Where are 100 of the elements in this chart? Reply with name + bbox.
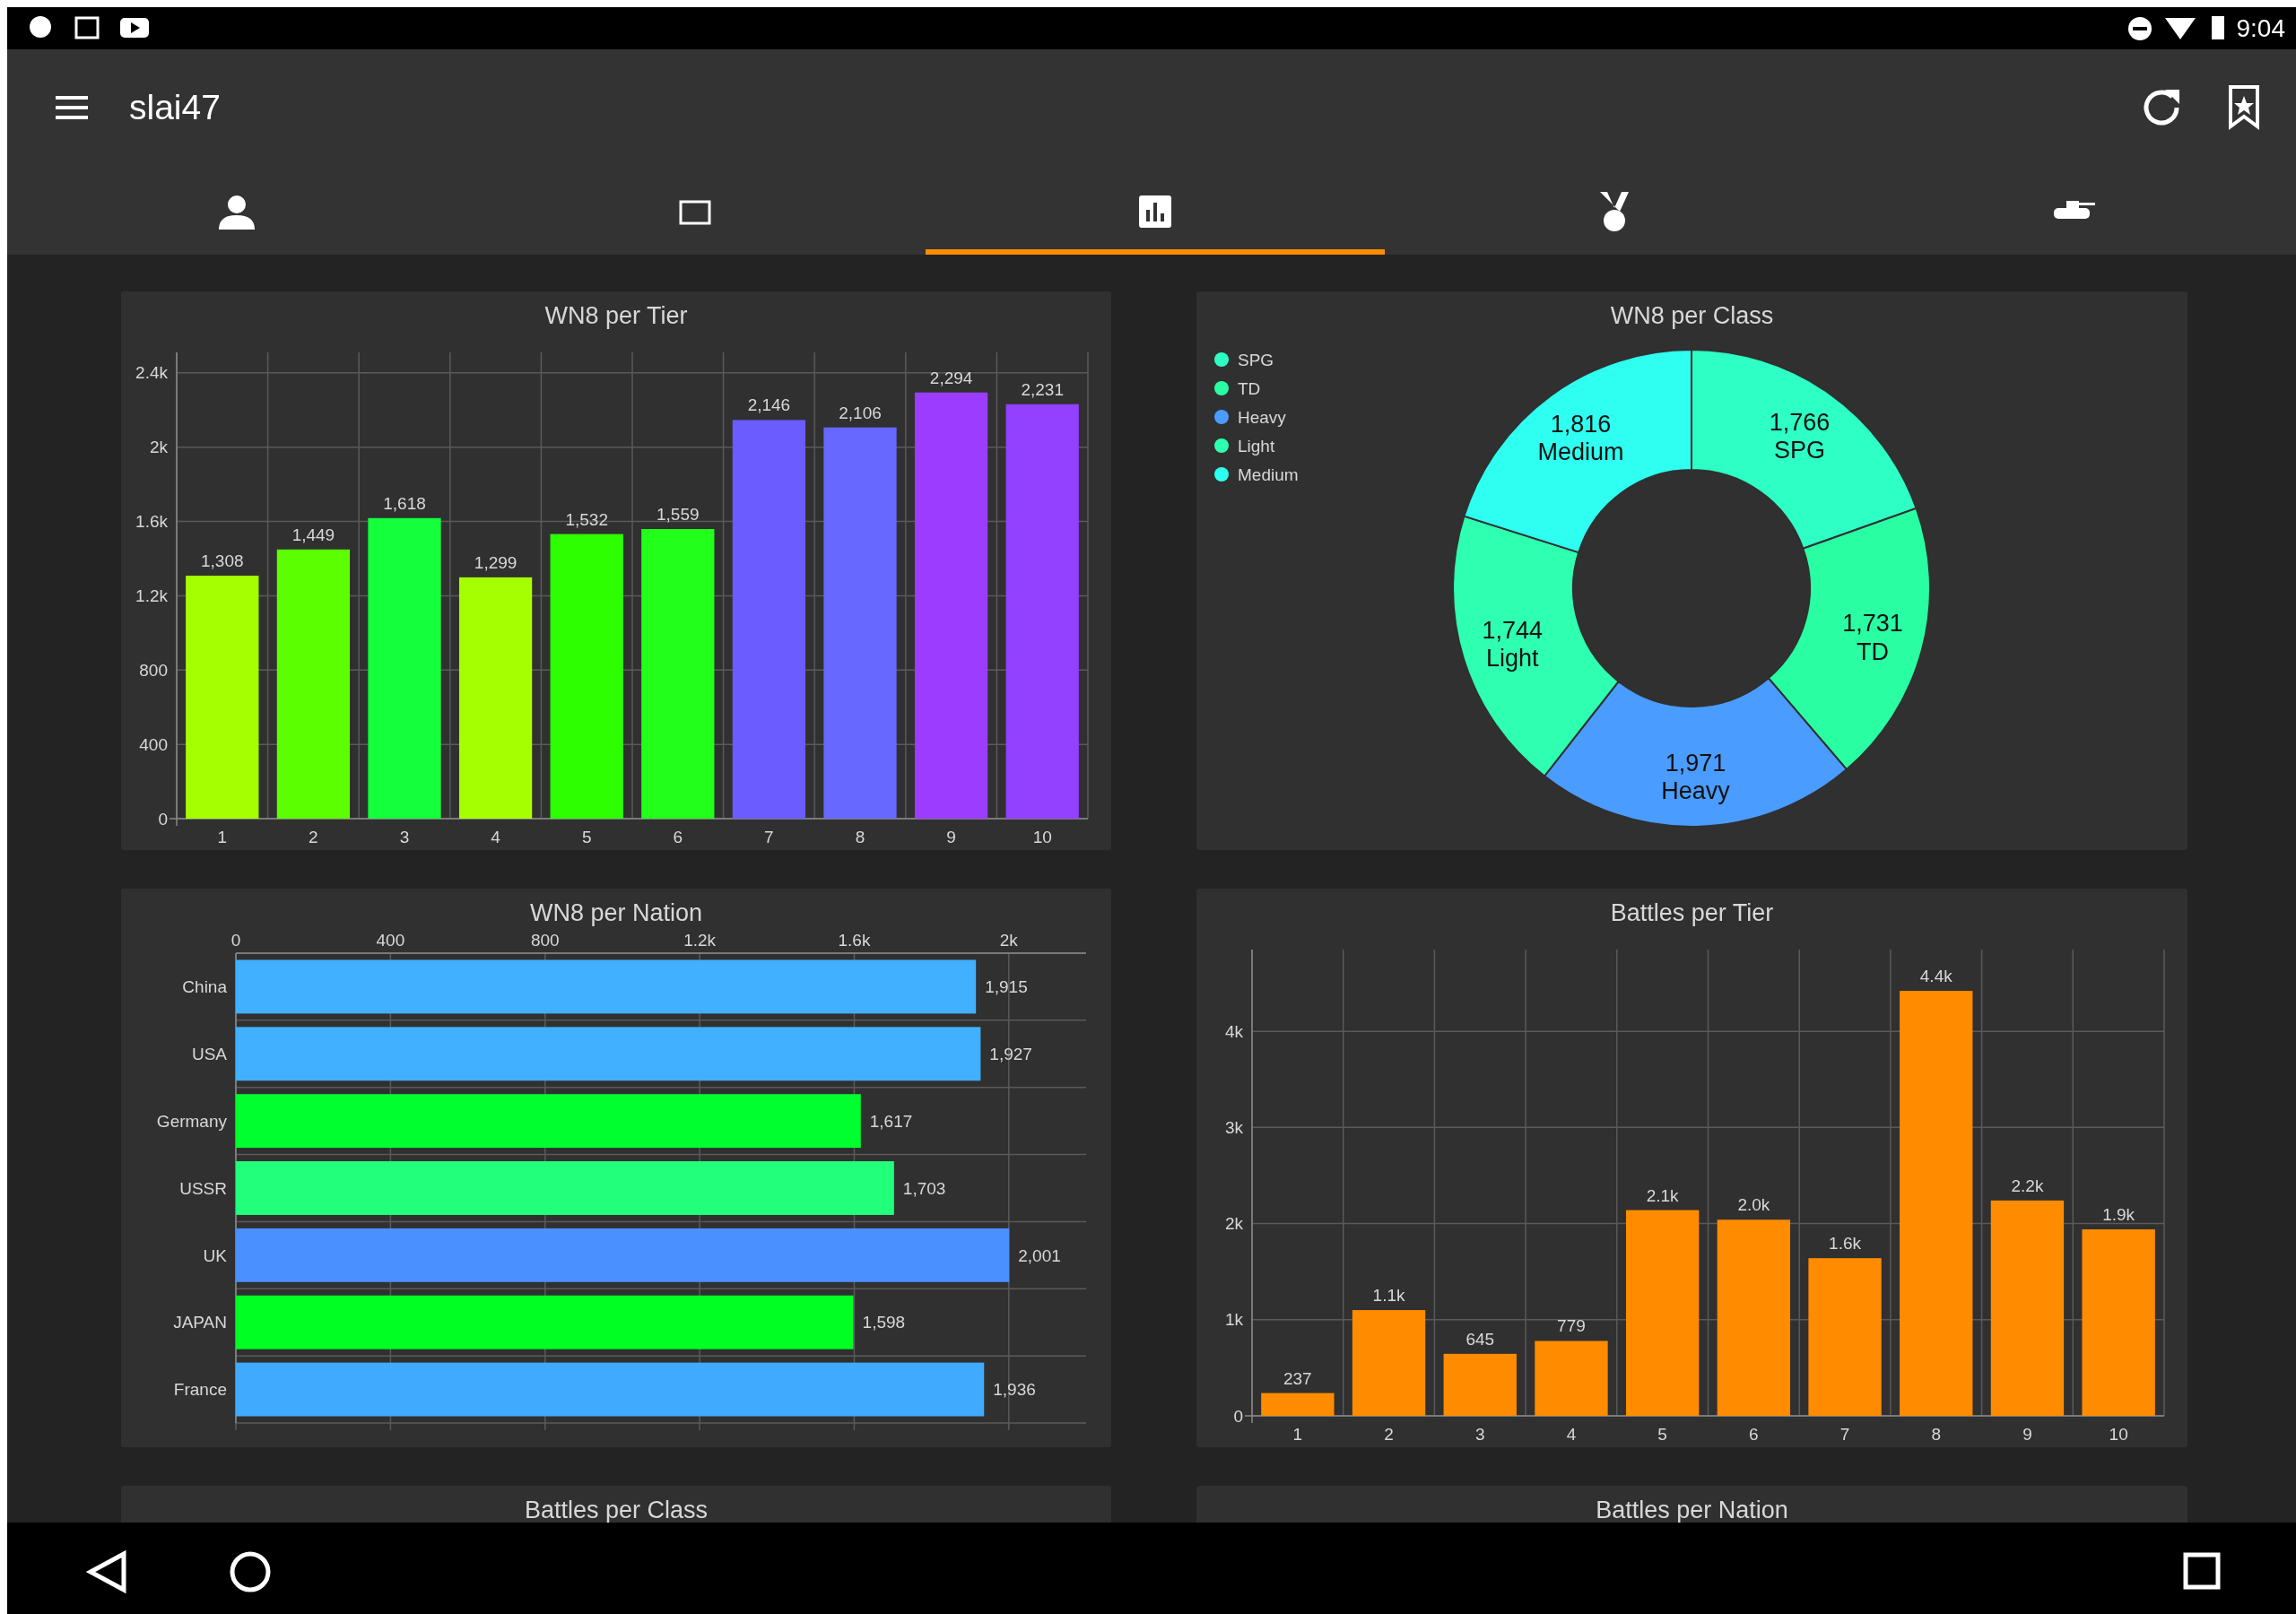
data-label: 779 — [1557, 1316, 1586, 1336]
text: Battles per Class — [524, 1497, 709, 1523]
slice-label: Medium — [1537, 438, 1624, 466]
bar — [2082, 1229, 2155, 1416]
data-label: 1,703 — [902, 1178, 946, 1198]
y-tick-label: 2k — [149, 438, 169, 457]
y-tick-label: 1k — [1224, 1310, 1244, 1330]
chart-title: WN8 per Class — [1610, 302, 1774, 329]
x-tick-label: 400 — [376, 931, 405, 950]
data-label: 1,927 — [989, 1044, 1032, 1063]
bar — [1808, 1258, 1882, 1416]
y-tick-label: 4k — [1224, 1021, 1244, 1041]
legend-label: TD — [1238, 378, 1261, 398]
data-label: 2,106 — [839, 403, 882, 422]
y-tick-label: UK — [203, 1245, 228, 1265]
data-label: 2.0k — [1737, 1195, 1770, 1215]
x-tick-label: 800 — [530, 931, 560, 950]
data-label: 1,766 — [1769, 408, 1831, 436]
data-label: 1,731 — [1842, 610, 1903, 638]
bar — [236, 1228, 1010, 1282]
bar — [236, 1027, 981, 1081]
data-label: 645 — [1465, 1329, 1495, 1349]
data-label: 2,294 — [929, 368, 973, 387]
y-tick-label: JAPAN — [173, 1313, 227, 1332]
bar — [368, 517, 441, 819]
y-tick-label: USSR — [179, 1178, 227, 1198]
x-tick-label: 1.6k — [838, 931, 871, 950]
x-tick-label: 6 — [1749, 1425, 1759, 1444]
data-label: 1,971 — [1665, 749, 1726, 777]
y-tick-label: Germany — [156, 1111, 228, 1131]
bar — [550, 534, 623, 819]
x-tick-label: 7 — [1839, 1425, 1850, 1444]
bar — [1261, 1393, 1335, 1416]
x-tick-label: 10 — [1032, 828, 1052, 846]
bar — [1990, 1200, 2065, 1416]
bar — [1352, 1310, 1426, 1416]
y-tick-label: 1.6k — [135, 512, 169, 532]
bar — [236, 1362, 985, 1417]
data-label: 1.1k — [1372, 1286, 1405, 1306]
y-tick-label: China — [182, 977, 228, 997]
data-label: 237 — [1283, 1368, 1312, 1388]
y-tick-label: 400 — [139, 734, 168, 754]
data-label: 1,532 — [565, 509, 608, 529]
x-tick-label: 4 — [1566, 1425, 1577, 1444]
bar — [276, 549, 351, 819]
x-tick-label: 9 — [2022, 1425, 2032, 1444]
bar — [236, 1295, 854, 1349]
data-label: 1,816 — [1550, 410, 1612, 438]
y-tick-label: France — [173, 1380, 227, 1400]
slice-label: Heavy — [1661, 777, 1731, 804]
x-tick-label: 0 — [230, 931, 241, 950]
slice-label: SPG — [1773, 436, 1826, 464]
bar — [458, 577, 533, 819]
x-tick-label: 10 — [2109, 1425, 2128, 1444]
data-label: 4.4k — [1919, 967, 1953, 986]
bar — [1443, 1353, 1517, 1416]
y-tick-label: 2k — [1224, 1214, 1244, 1234]
data-label: 1,308 — [201, 551, 244, 571]
data-label: 2,146 — [747, 395, 791, 415]
bar — [914, 392, 988, 819]
x-tick-label: 4 — [491, 828, 501, 846]
y-tick-label: 0 — [158, 809, 168, 829]
x-tick-label: 2k — [999, 931, 1019, 950]
x-tick-label: 1 — [217, 828, 228, 846]
x-tick-label: 2 — [1384, 1425, 1394, 1444]
bar — [236, 1094, 861, 1149]
x-tick-label: 5 — [581, 828, 592, 846]
data-label: 2.1k — [1646, 1185, 1680, 1205]
legend-label: Light — [1238, 436, 1275, 456]
text: slai47 — [129, 88, 221, 126]
data-label: 1,598 — [862, 1313, 906, 1332]
text: 9:04 — [2236, 14, 2285, 42]
x-tick-label: 7 — [764, 828, 774, 846]
bar — [1535, 1341, 1608, 1416]
data-label: 2,001 — [1018, 1245, 1061, 1265]
x-tick-label: 1 — [1292, 1425, 1303, 1444]
text: Battles per Nation — [1596, 1497, 1788, 1523]
y-tick-label: 800 — [139, 660, 168, 680]
bar — [1625, 1210, 1700, 1416]
data-label: 1,449 — [291, 525, 335, 544]
data-label: 1,299 — [474, 552, 517, 572]
legend-label: SPG — [1238, 350, 1274, 369]
x-tick-label: 8 — [1931, 1425, 1942, 1444]
data-label: 2.2k — [2011, 1176, 2044, 1195]
x-tick-label: 5 — [1657, 1425, 1667, 1444]
y-tick-label: USA — [191, 1044, 228, 1063]
x-tick-label: 3 — [399, 828, 410, 846]
chart-title: WN8 per Tier — [544, 302, 688, 329]
data-label: 1,617 — [869, 1111, 913, 1131]
x-tick-label: 2 — [309, 828, 318, 846]
legend-label: Heavy — [1238, 407, 1287, 427]
data-label: 1,618 — [383, 493, 426, 513]
bar — [641, 529, 715, 819]
bar — [1900, 991, 1973, 1416]
slice-label: TD — [1856, 638, 1889, 665]
data-label: 1,915 — [985, 977, 1028, 997]
y-tick-label: 0 — [1233, 1406, 1243, 1426]
x-tick-label: 9 — [946, 828, 956, 846]
data-label: 1,936 — [993, 1380, 1036, 1400]
data-label: 1,744 — [1482, 617, 1544, 645]
